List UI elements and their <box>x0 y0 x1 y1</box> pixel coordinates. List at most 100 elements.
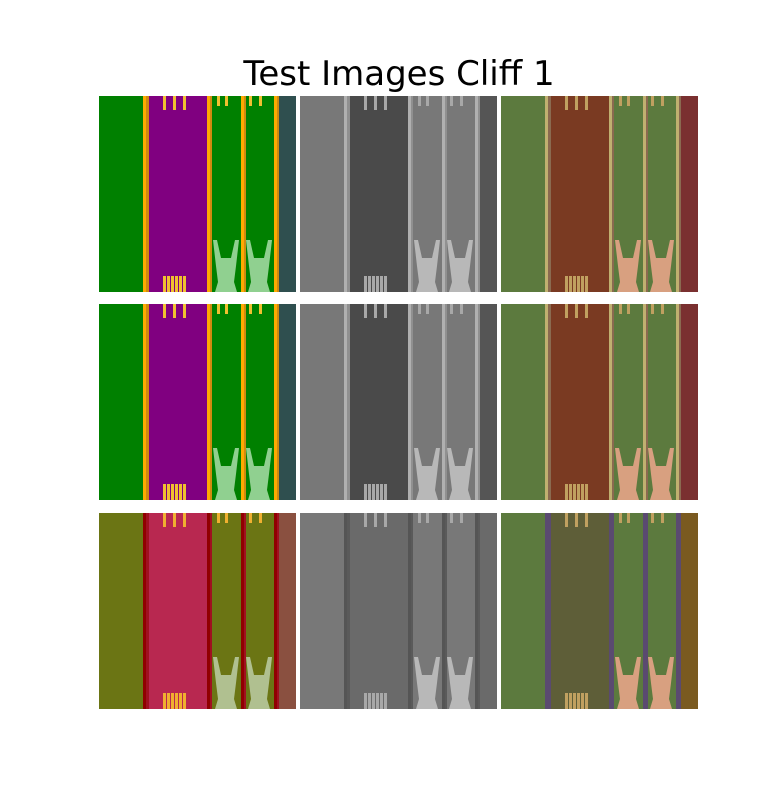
band-marker <box>171 693 174 709</box>
lane-marker <box>651 513 654 523</box>
band-marker <box>565 484 568 500</box>
band-marker <box>364 304 367 318</box>
image-panel <box>99 513 296 709</box>
band-marker <box>163 513 166 527</box>
lane-marker <box>450 96 453 106</box>
band-marker <box>171 276 174 292</box>
lane-divider <box>411 304 413 500</box>
lane-divider <box>609 304 612 500</box>
band-marker <box>173 513 176 527</box>
lane-marker <box>661 96 664 106</box>
band-marker <box>175 276 178 292</box>
band-marker <box>372 484 375 500</box>
lane-divider <box>646 513 648 709</box>
lane-divider <box>679 96 681 292</box>
edge-line <box>344 96 347 292</box>
edge-line <box>344 304 347 500</box>
band-marker <box>167 276 170 292</box>
band-marker <box>384 484 387 500</box>
figure-sprite <box>213 657 239 709</box>
lane-divider <box>274 513 277 709</box>
lane-divider <box>612 513 614 709</box>
lane-divider <box>643 96 646 292</box>
lane-marker <box>619 96 622 106</box>
center-band <box>551 513 609 709</box>
band-marker <box>380 276 383 292</box>
band-marker <box>163 484 166 500</box>
lane-marker <box>627 304 630 314</box>
band-marker <box>173 304 176 318</box>
band-marker <box>376 276 379 292</box>
band-marker <box>179 693 182 709</box>
lane-divider <box>478 513 480 709</box>
band-marker <box>167 484 170 500</box>
band-marker <box>569 276 572 292</box>
band-marker <box>384 276 387 292</box>
image-panel <box>99 96 296 292</box>
figure-sprite <box>648 657 674 709</box>
lane-marker <box>225 513 228 523</box>
image-panel <box>99 304 296 500</box>
band-marker <box>384 304 387 318</box>
lane-divider <box>274 96 277 292</box>
band-marker <box>173 96 176 110</box>
figure-sprite <box>246 240 272 292</box>
band-marker <box>374 96 377 110</box>
lane-divider <box>277 513 279 709</box>
lane-divider <box>274 304 277 500</box>
right-strip <box>279 96 296 292</box>
lane-marker <box>619 513 622 523</box>
band-marker <box>179 276 182 292</box>
band-marker <box>573 276 576 292</box>
edge-line <box>347 96 350 292</box>
lane-divider <box>411 513 413 709</box>
band-marker <box>374 513 377 527</box>
lane-marker <box>249 304 252 314</box>
band-marker <box>581 484 584 500</box>
band-marker <box>585 276 588 292</box>
lane-divider <box>612 304 614 500</box>
lane-divider <box>408 96 411 292</box>
edge-line <box>143 513 146 709</box>
band-marker <box>368 693 371 709</box>
band-marker <box>565 276 568 292</box>
right-strip <box>681 96 698 292</box>
lane-divider <box>244 304 246 500</box>
center-band <box>149 513 207 709</box>
lane-divider <box>411 96 413 292</box>
band-marker <box>171 484 174 500</box>
band-marker <box>163 96 166 110</box>
lane-divider <box>676 96 679 292</box>
lane-divider <box>207 513 210 709</box>
figure-sprite <box>246 657 272 709</box>
edge-line <box>344 513 347 709</box>
center-band <box>350 304 408 500</box>
figure-sprite <box>615 657 641 709</box>
lane-marker <box>418 513 421 523</box>
center-band <box>350 96 408 292</box>
band-marker <box>364 693 367 709</box>
band-marker <box>364 276 367 292</box>
lane-divider <box>676 304 679 500</box>
edge-line <box>545 304 548 500</box>
right-strip <box>480 513 497 709</box>
lane-marker <box>426 513 429 523</box>
lane-marker <box>627 96 630 106</box>
band-marker <box>183 484 186 500</box>
lane-divider <box>679 304 681 500</box>
edge-line <box>347 513 350 709</box>
band-marker <box>569 693 572 709</box>
band-marker <box>374 304 377 318</box>
band-marker <box>585 96 588 110</box>
band-marker <box>585 304 588 318</box>
band-marker <box>183 276 186 292</box>
band-marker <box>175 484 178 500</box>
edge-line <box>347 304 350 500</box>
band-marker <box>575 304 578 318</box>
right-strip <box>279 513 296 709</box>
lane-divider <box>207 304 210 500</box>
band-marker <box>585 513 588 527</box>
band-marker <box>368 484 371 500</box>
lane-marker <box>460 304 463 314</box>
band-marker <box>565 693 568 709</box>
